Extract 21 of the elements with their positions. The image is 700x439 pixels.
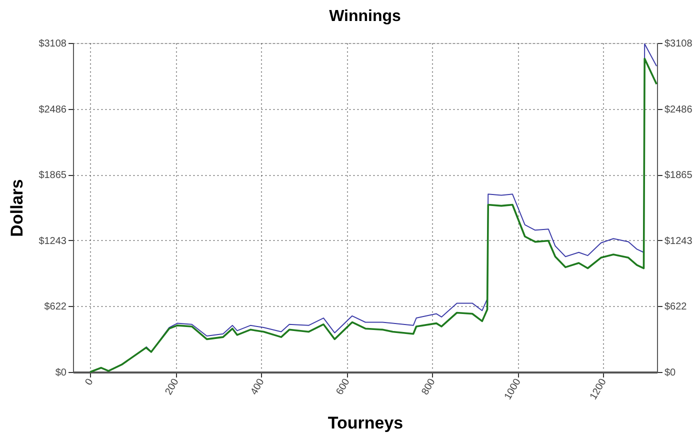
- x-tick-label: 400: [248, 376, 268, 397]
- x-axis-title: Tourneys: [328, 413, 404, 432]
- y-axis-title: Dollars: [8, 179, 27, 237]
- line-series: [89, 58, 658, 373]
- y2-tick-label: $2486: [664, 104, 693, 116]
- y-tick-label: $1865: [38, 170, 67, 182]
- x-tick-label: 800: [420, 376, 438, 397]
- y2-tick-label: $622: [664, 302, 688, 313]
- y-tick-label: $1243: [38, 236, 67, 247]
- x-tick-label: 200: [163, 376, 182, 397]
- y2-tick-label: $3108: [664, 38, 693, 50]
- chart-title: Winnings: [329, 8, 402, 25]
- y2-tick-label: $0: [664, 368, 676, 378]
- y-tick-label: $622: [44, 302, 67, 313]
- x-tick-label: 600: [334, 376, 353, 397]
- y-tick-label: $2486: [38, 104, 67, 116]
- x-tick-label: 0: [83, 376, 96, 388]
- y-tick-label: $3108: [38, 38, 67, 50]
- y2-tick-label: $1865: [664, 170, 693, 182]
- y2-tick-label: $1243: [664, 236, 693, 247]
- y-tick-label: $0: [55, 368, 67, 378]
